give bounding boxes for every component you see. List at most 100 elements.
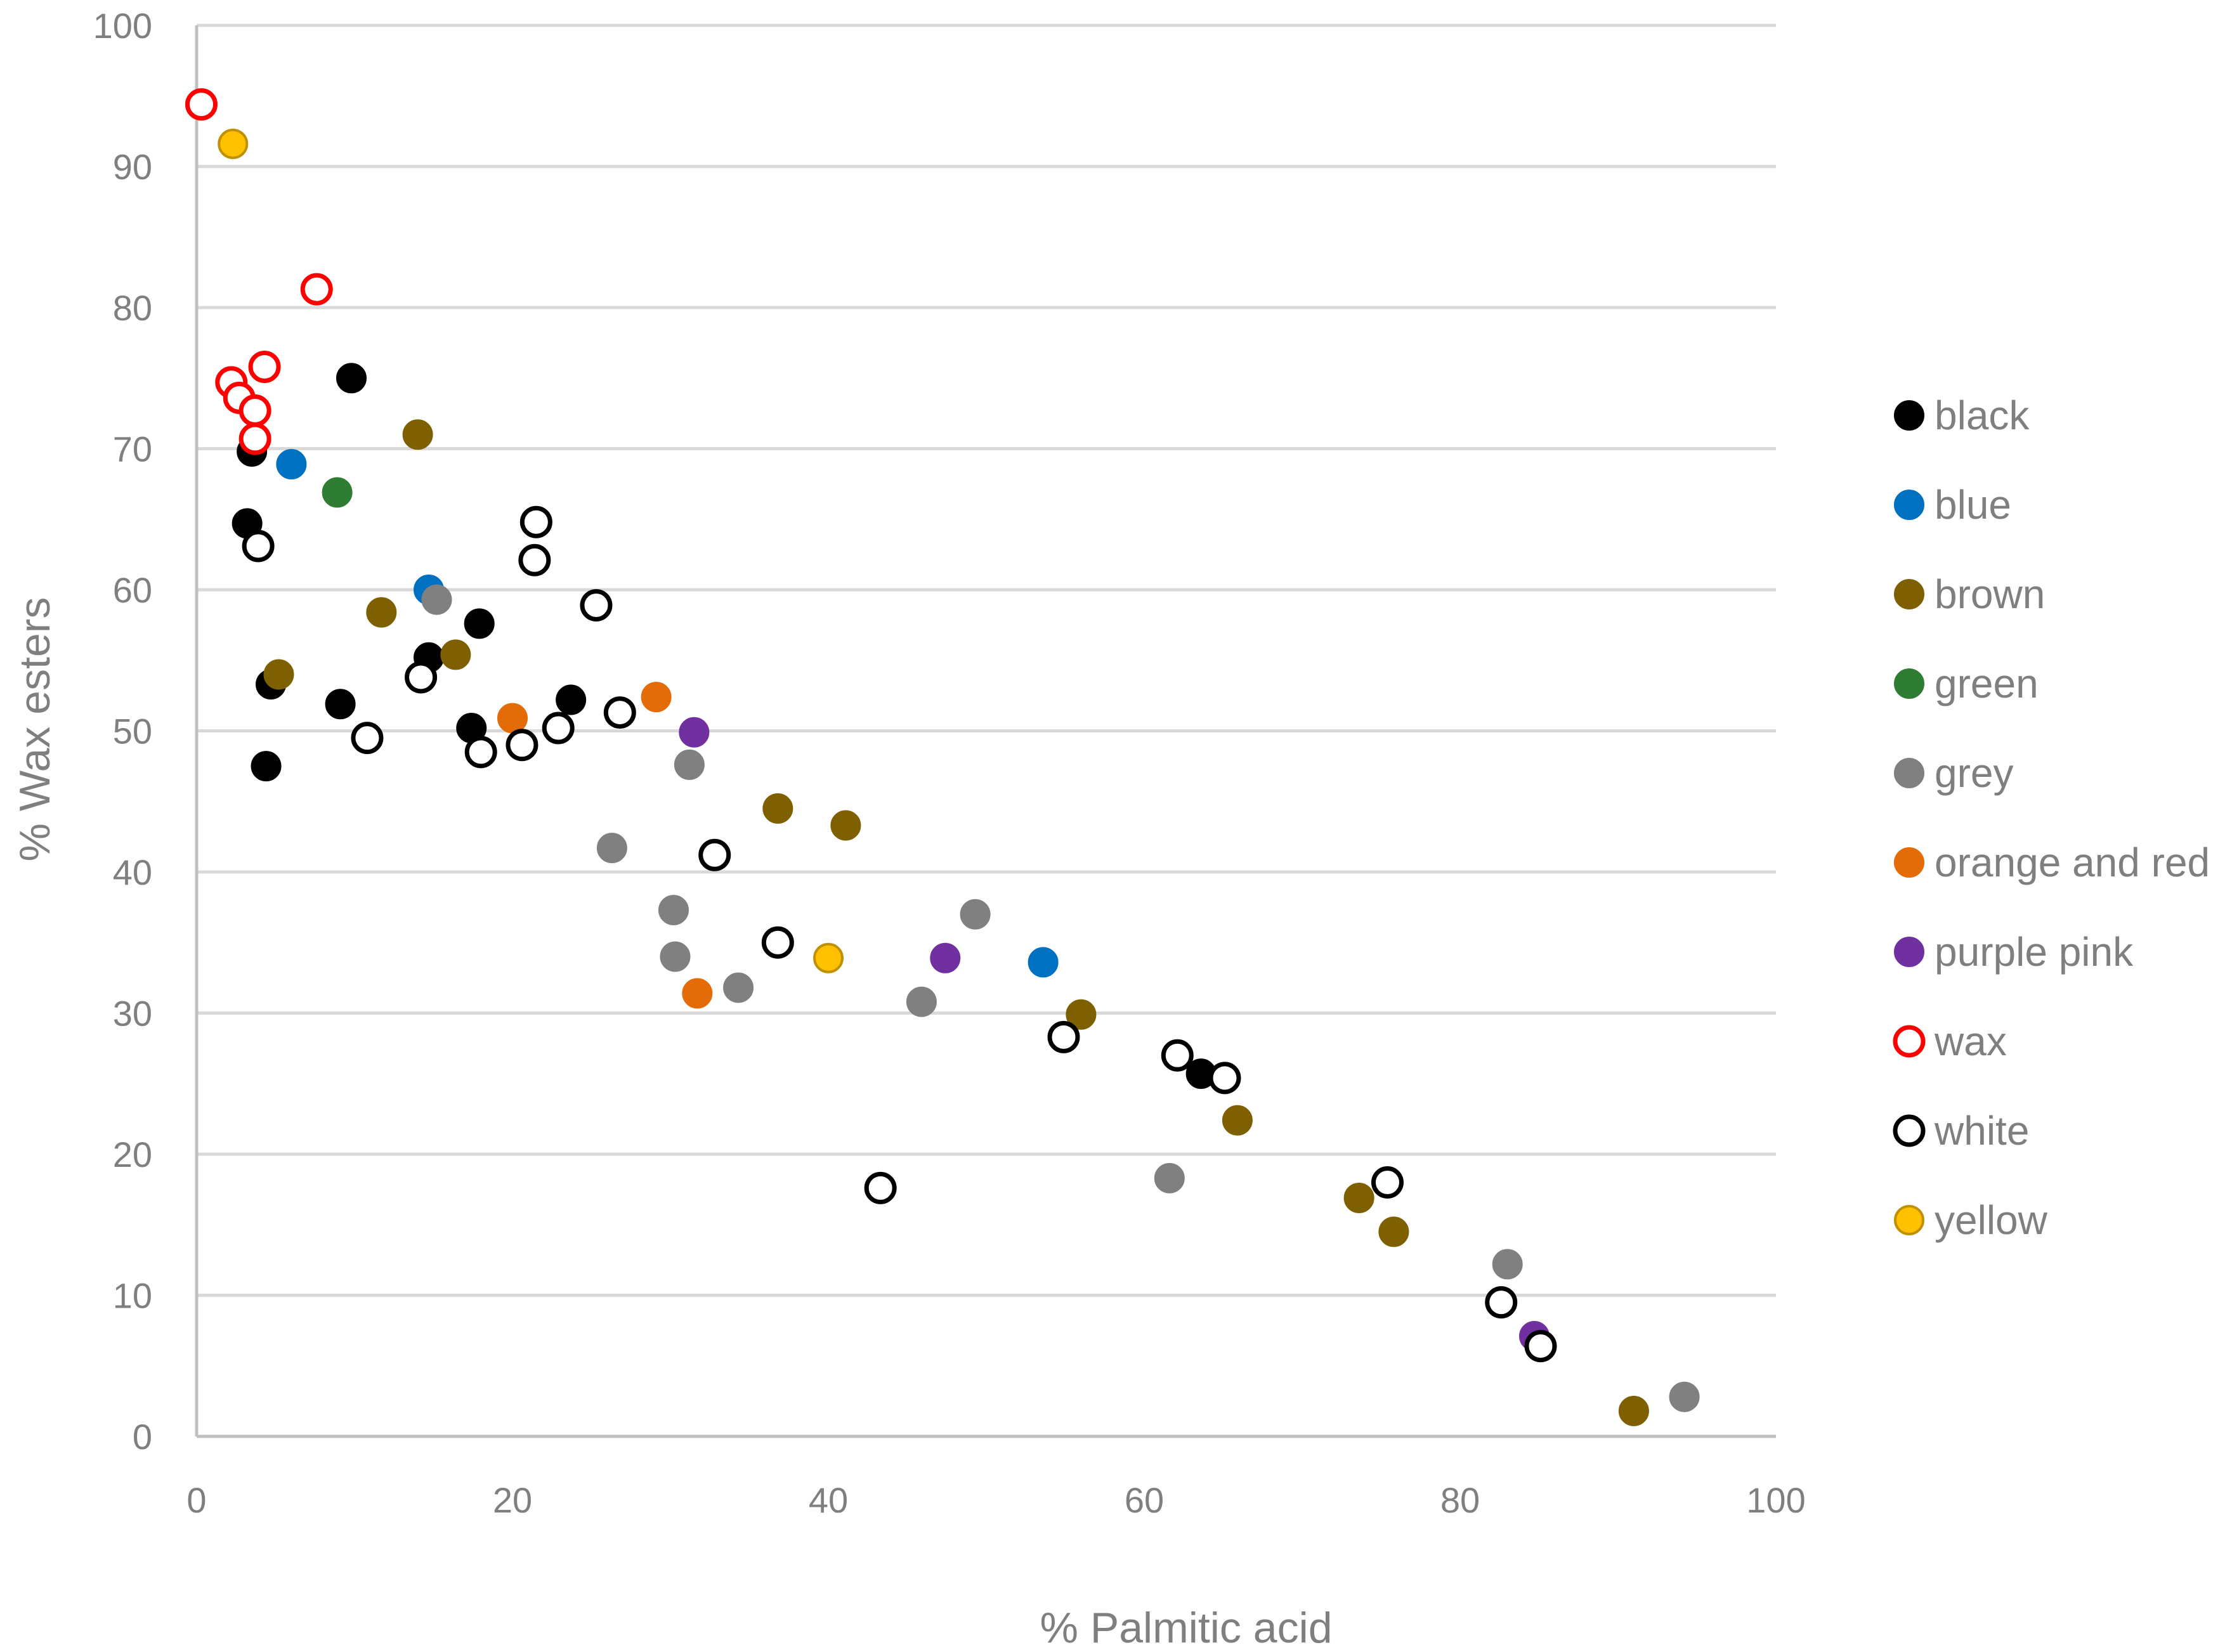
legend-item-black: black — [1894, 393, 2030, 438]
data-point-grey — [723, 972, 754, 1003]
y-tick-label: 60 — [113, 570, 152, 610]
legend-item-green: green — [1894, 661, 2039, 706]
y-tick-labels: 0 10 20 30 40 50 60 70 80 90 100 — [93, 6, 152, 1457]
legend-label: green — [1935, 661, 2039, 706]
y-tick-label: 50 — [113, 712, 152, 751]
legend-label: wax — [1934, 1018, 2007, 1064]
data-point-white — [1208, 1062, 1241, 1095]
legend-item-grey: grey — [1894, 750, 2014, 796]
data-point-green — [322, 477, 353, 508]
y-tick-label: 90 — [113, 147, 152, 187]
legend-label: purple pink — [1935, 929, 2134, 975]
data-point-grey — [674, 749, 705, 780]
data-point-wax — [238, 394, 271, 427]
x-tick-label: 100 — [1746, 1480, 1805, 1520]
data-point-white — [464, 736, 497, 769]
legend-marker — [1894, 847, 1924, 878]
legend-item-yellow: yellow — [1894, 1197, 2048, 1243]
legend-marker — [1894, 758, 1924, 788]
legend-marker — [1894, 668, 1924, 699]
legend-marker — [1893, 1025, 1926, 1058]
y-tick-label: 10 — [113, 1276, 152, 1316]
data-point-brown — [366, 597, 397, 628]
series-wax — [185, 88, 333, 455]
data-point-purple-pink — [930, 942, 961, 973]
data-point-white — [1524, 1330, 1557, 1363]
data-point-grey — [906, 986, 937, 1017]
x-tick-label: 60 — [1125, 1480, 1164, 1520]
series-grey — [421, 584, 1700, 1412]
legend-marker — [1893, 1114, 1926, 1147]
data-point-black — [251, 751, 282, 782]
data-point-white — [761, 926, 794, 959]
data-point-white — [506, 729, 538, 762]
x-tick-label: 40 — [809, 1480, 848, 1520]
y-tick-label: 30 — [113, 994, 152, 1034]
data-point-wax — [238, 422, 271, 455]
data-point-wax — [185, 88, 218, 121]
data-point-black — [556, 684, 587, 715]
legend-item-purple-pink: purple pink — [1894, 929, 2134, 975]
legend-item-blue: blue — [1894, 482, 2011, 528]
series-blue — [276, 448, 1059, 978]
data-point-grey — [960, 899, 991, 930]
legend-marker — [1894, 490, 1924, 520]
data-point-brown — [762, 793, 793, 824]
legend-label: blue — [1935, 482, 2011, 528]
legend: black blue brown green grey orange and red pur… — [1893, 393, 2210, 1243]
data-point-blue — [276, 448, 307, 479]
data-point-orange-and-red — [497, 703, 528, 734]
data-point-brown — [1222, 1105, 1253, 1136]
x-tick-label: 0 — [186, 1480, 206, 1520]
data-point-white — [351, 722, 384, 755]
series-yellow — [218, 128, 844, 973]
y-tick-label: 80 — [113, 288, 152, 328]
data-point-brown — [830, 810, 861, 841]
data-point-grey — [596, 833, 627, 864]
data-point-brown — [1618, 1395, 1649, 1426]
data-point-brown — [440, 639, 471, 670]
y-tick-label: 40 — [113, 852, 152, 892]
y-tick-label: 20 — [113, 1135, 152, 1174]
legend-marker — [1894, 937, 1924, 967]
data-point-brown — [402, 419, 433, 450]
data-point-wax — [248, 350, 281, 383]
y-tick-label: 70 — [113, 429, 152, 469]
data-point-blue — [1028, 947, 1059, 978]
series-brown — [263, 419, 1649, 1426]
data-point-white — [542, 712, 575, 745]
data-point-white — [1047, 1020, 1080, 1053]
y-tick-label: 0 — [133, 1417, 152, 1457]
data-point-orange-and-red — [682, 978, 713, 1009]
data-point-white — [603, 696, 636, 729]
data-point-white — [1161, 1039, 1194, 1072]
data-point-yellow — [813, 942, 844, 973]
series-orange-and-red — [497, 682, 713, 1009]
x-tick-label: 20 — [493, 1480, 532, 1520]
legend-item-wax: wax — [1893, 1018, 2007, 1064]
data-point-white — [242, 530, 275, 563]
data-point-white — [519, 505, 552, 538]
legend-item-white: white — [1893, 1108, 2029, 1154]
data-point-black — [336, 363, 367, 394]
legend-label: black — [1935, 393, 2030, 438]
y-tick-label: 100 — [93, 6, 152, 46]
data-point-white — [405, 661, 438, 694]
series-green — [322, 477, 353, 508]
y-axis-title: % Wax esters — [11, 597, 59, 862]
legend-item-brown: brown — [1894, 571, 2045, 617]
data-point-grey — [1154, 1162, 1185, 1193]
axes — [195, 25, 1776, 1438]
legend-marker — [1894, 579, 1924, 609]
legend-marker — [1894, 1205, 1924, 1235]
legend-marker — [1894, 400, 1924, 431]
legend-item-orange-and-red: orange and red — [1894, 840, 2210, 885]
series-purple-pink — [679, 717, 1550, 1352]
legend-label: white — [1934, 1108, 2029, 1154]
data-point-brown — [1378, 1216, 1409, 1247]
series-black — [232, 363, 1217, 1089]
data-point-grey — [660, 941, 691, 972]
data-points — [185, 88, 1700, 1426]
data-point-grey — [1492, 1249, 1523, 1280]
